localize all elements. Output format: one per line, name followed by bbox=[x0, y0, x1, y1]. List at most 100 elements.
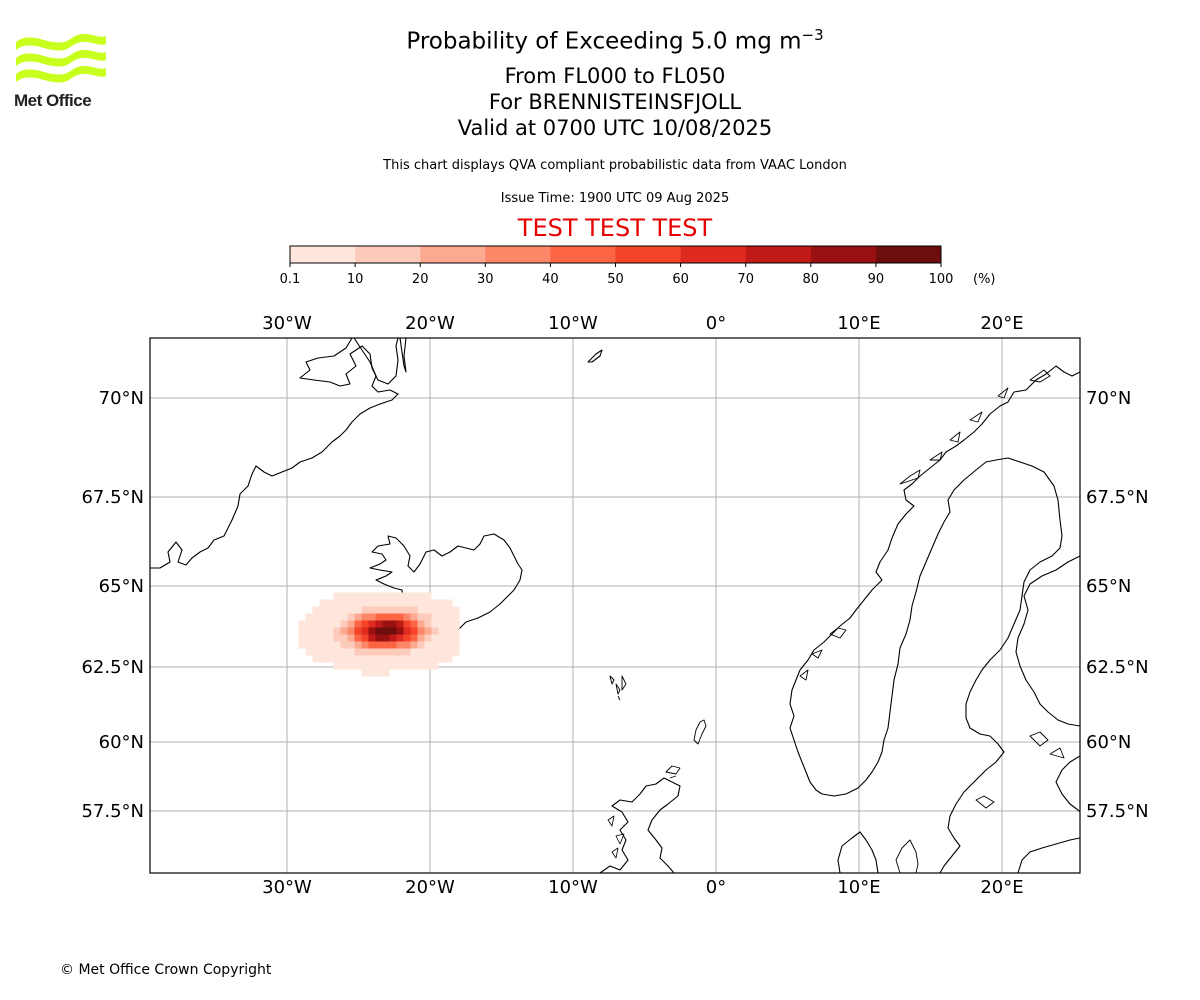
plume-cell bbox=[396, 627, 404, 635]
lat-label-left: 65°N bbox=[99, 576, 144, 597]
plume-cell bbox=[452, 648, 460, 656]
lat-label-right: 60°N bbox=[1086, 732, 1131, 753]
plume-cell bbox=[396, 655, 404, 663]
plume-cell bbox=[319, 655, 327, 663]
plume-cell bbox=[452, 613, 460, 621]
lat-label-left: 67.5°N bbox=[81, 487, 144, 508]
plume-cell bbox=[354, 655, 362, 663]
shetland-coastline bbox=[693, 719, 707, 745]
plume-cell bbox=[354, 599, 362, 607]
plume-cell bbox=[368, 669, 376, 677]
plume-cell bbox=[382, 669, 390, 677]
colorbar-cell bbox=[485, 246, 551, 263]
plume-cell bbox=[326, 599, 334, 607]
plume-cell bbox=[347, 599, 355, 607]
plume-cell bbox=[410, 620, 418, 628]
plume-cell bbox=[438, 599, 446, 607]
plume-cell bbox=[368, 634, 376, 642]
plume-cell bbox=[368, 606, 376, 614]
plume-cell bbox=[396, 648, 404, 656]
colorbar-tick-label: 60 bbox=[672, 272, 689, 287]
colorbar-cell bbox=[420, 246, 486, 263]
plume-cell bbox=[424, 648, 432, 656]
plume-cell bbox=[340, 592, 348, 600]
colorbar-tick-label: 20 bbox=[412, 272, 429, 287]
plume-cell bbox=[375, 669, 383, 677]
lon-label-top: 20°W bbox=[405, 313, 455, 334]
plume-cell bbox=[438, 634, 446, 642]
plume-cell bbox=[445, 648, 453, 656]
plume-cell bbox=[431, 599, 439, 607]
plume-cell bbox=[340, 627, 348, 635]
colorbar: 0.1 10 20 30 40 50 60 70 80 90 100 (%) bbox=[280, 245, 996, 287]
plume-cell bbox=[403, 599, 411, 607]
plume-cell bbox=[431, 641, 439, 649]
plume-cell bbox=[326, 627, 334, 635]
plume-cell bbox=[410, 627, 418, 635]
plume-cell bbox=[354, 648, 362, 656]
plume-cell bbox=[368, 620, 376, 628]
plume-cell bbox=[333, 613, 341, 621]
lat-label-left: 60°N bbox=[99, 732, 144, 753]
plume-cell bbox=[389, 620, 397, 628]
colorbar-tick-label: 40 bbox=[542, 272, 559, 287]
plume-cell bbox=[382, 606, 390, 614]
plume-cell bbox=[361, 662, 369, 670]
plume-cell bbox=[333, 655, 341, 663]
plume-cell bbox=[438, 613, 446, 621]
plume-cell bbox=[340, 606, 348, 614]
plume-cell bbox=[410, 634, 418, 642]
plume-cell bbox=[326, 620, 334, 628]
colorbar-tick-label: 100 bbox=[929, 272, 954, 287]
plume-cell bbox=[319, 613, 327, 621]
lat-label-left: 70°N bbox=[99, 388, 144, 409]
plume-cell bbox=[403, 627, 411, 635]
plume-cell bbox=[396, 662, 404, 670]
plume-cell bbox=[445, 613, 453, 621]
plume-cell bbox=[375, 648, 383, 656]
plume-cell bbox=[375, 620, 383, 628]
plume-cell bbox=[438, 641, 446, 649]
plume-cell bbox=[452, 641, 460, 649]
plume-cell bbox=[382, 648, 390, 656]
plume-cell bbox=[438, 627, 446, 635]
plume-cell bbox=[403, 634, 411, 642]
plume-cell bbox=[389, 627, 397, 635]
plume-cell bbox=[375, 592, 383, 600]
plume-cell bbox=[403, 662, 411, 670]
plume-cell bbox=[368, 655, 376, 663]
plume-cell bbox=[319, 641, 327, 649]
greenland-coastline bbox=[150, 338, 399, 569]
plume-cell bbox=[396, 620, 404, 628]
plume-cell bbox=[389, 592, 397, 600]
plume-cell bbox=[319, 634, 327, 642]
plume-cell bbox=[438, 655, 446, 663]
plume-cell bbox=[368, 592, 376, 600]
iceland-coastline bbox=[369, 533, 523, 633]
plume-cell bbox=[305, 634, 313, 642]
plume-cell bbox=[333, 641, 341, 649]
colorbar-tick-label: 10 bbox=[347, 272, 364, 287]
plume-cell bbox=[403, 592, 411, 600]
plume-cell bbox=[347, 627, 355, 635]
plume-cell bbox=[403, 620, 411, 628]
plume-cell bbox=[396, 613, 404, 621]
scotland-coastline bbox=[599, 777, 681, 873]
plume-cell bbox=[326, 613, 334, 621]
colorbar-cell bbox=[615, 246, 682, 263]
plume-cell bbox=[410, 599, 418, 607]
plume-cell bbox=[298, 641, 306, 649]
plume-cell bbox=[431, 613, 439, 621]
plume-cell bbox=[445, 634, 453, 642]
colorbar-cell bbox=[355, 246, 421, 263]
plume-cell bbox=[375, 634, 383, 642]
plume-cell bbox=[424, 627, 432, 635]
plume-cell bbox=[396, 599, 404, 607]
logo-text: Met Office bbox=[14, 91, 92, 110]
plume-cell bbox=[312, 648, 320, 656]
plume-cell bbox=[312, 606, 320, 614]
plume-cell bbox=[424, 592, 432, 600]
plume-cell bbox=[361, 641, 369, 649]
plume-cell bbox=[431, 634, 439, 642]
plume-cell bbox=[403, 648, 411, 656]
